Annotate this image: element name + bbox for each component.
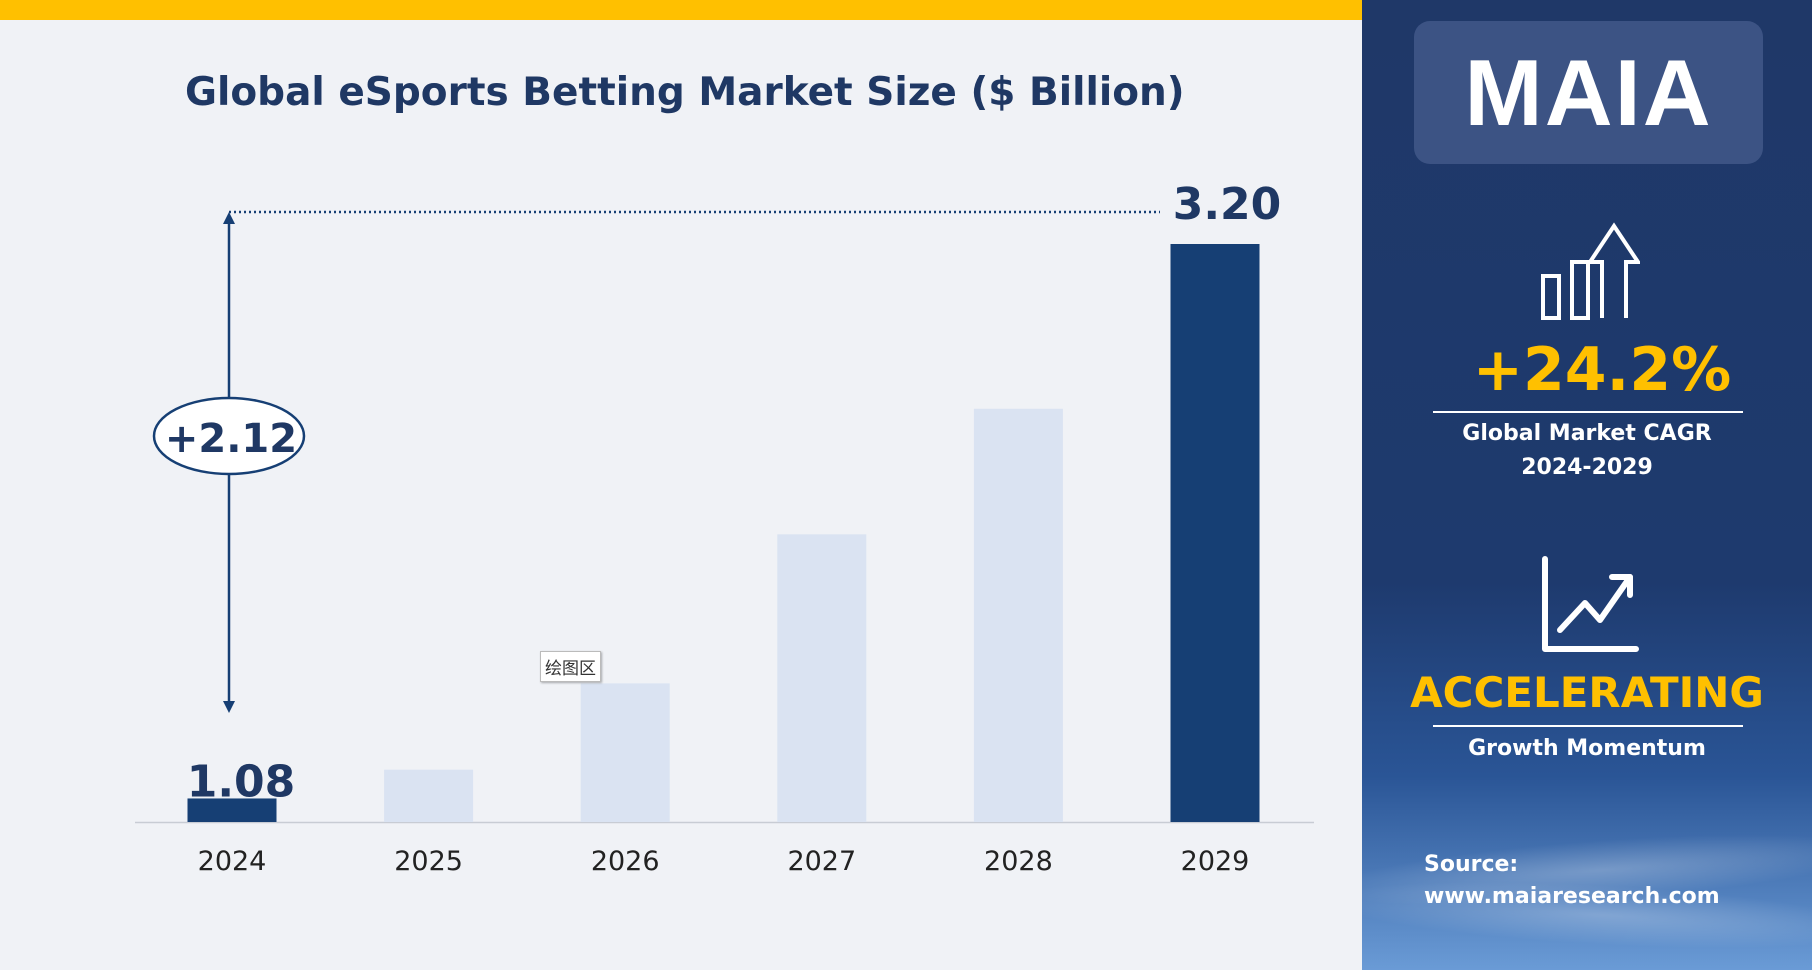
bar-growth-icon xyxy=(1541,222,1640,320)
accent-bar xyxy=(0,0,1362,20)
bar-2028 xyxy=(973,408,1063,822)
summary-sidebar: MAIA +24.2% Global Market CAGR 2024-2029… xyxy=(1362,0,1812,970)
bar-chart: 2024 1.08 2025 2026 2027 2028 2029 3.20 +2.12 xyxy=(135,179,1314,877)
data-label: 3.20 xyxy=(1173,179,1282,230)
cagr-label: Global Market CAGR xyxy=(1462,421,1712,446)
source-label: Source: xyxy=(1424,852,1519,877)
difference-value: +2.12 xyxy=(165,416,297,462)
cagr-value: +24.2% xyxy=(1472,335,1732,405)
arrow-head-down-icon xyxy=(223,701,235,713)
cagr-period: 2024-2029 xyxy=(1521,455,1653,480)
chart-panel: Global eSports Betting Market Size ($ Bi… xyxy=(0,0,1362,877)
x-tick-label: 2026 xyxy=(591,846,660,877)
momentum-value: ACCELERATING xyxy=(1410,668,1764,717)
bar-2025 xyxy=(384,769,474,822)
x-tick-label: 2029 xyxy=(1181,846,1250,877)
divider xyxy=(1433,411,1743,413)
bar-2027 xyxy=(777,534,867,822)
bar-2026 xyxy=(580,683,670,822)
x-tick-label: 2024 xyxy=(198,846,267,877)
trend-chart-icon xyxy=(1542,556,1639,652)
x-tick-label: 2027 xyxy=(787,846,856,877)
data-label: 1.08 xyxy=(187,756,296,807)
chart-title: Global eSports Betting Market Size ($ Bi… xyxy=(185,70,1185,115)
arrow-head-up-icon xyxy=(223,212,235,224)
bar-2029 xyxy=(1170,244,1260,822)
divider xyxy=(1433,725,1743,727)
maia-logo: MAIA xyxy=(1414,21,1763,164)
bar-2024 xyxy=(187,798,277,822)
difference-badge xyxy=(152,396,306,476)
source-link[interactable]: www.maiaresearch.com xyxy=(1424,884,1720,909)
x-tick-label: 2028 xyxy=(984,846,1053,877)
plot-area-tooltip: 绘图区 xyxy=(540,651,601,682)
x-tick-label: 2025 xyxy=(394,846,463,877)
momentum-label: Growth Momentum xyxy=(1468,736,1706,761)
